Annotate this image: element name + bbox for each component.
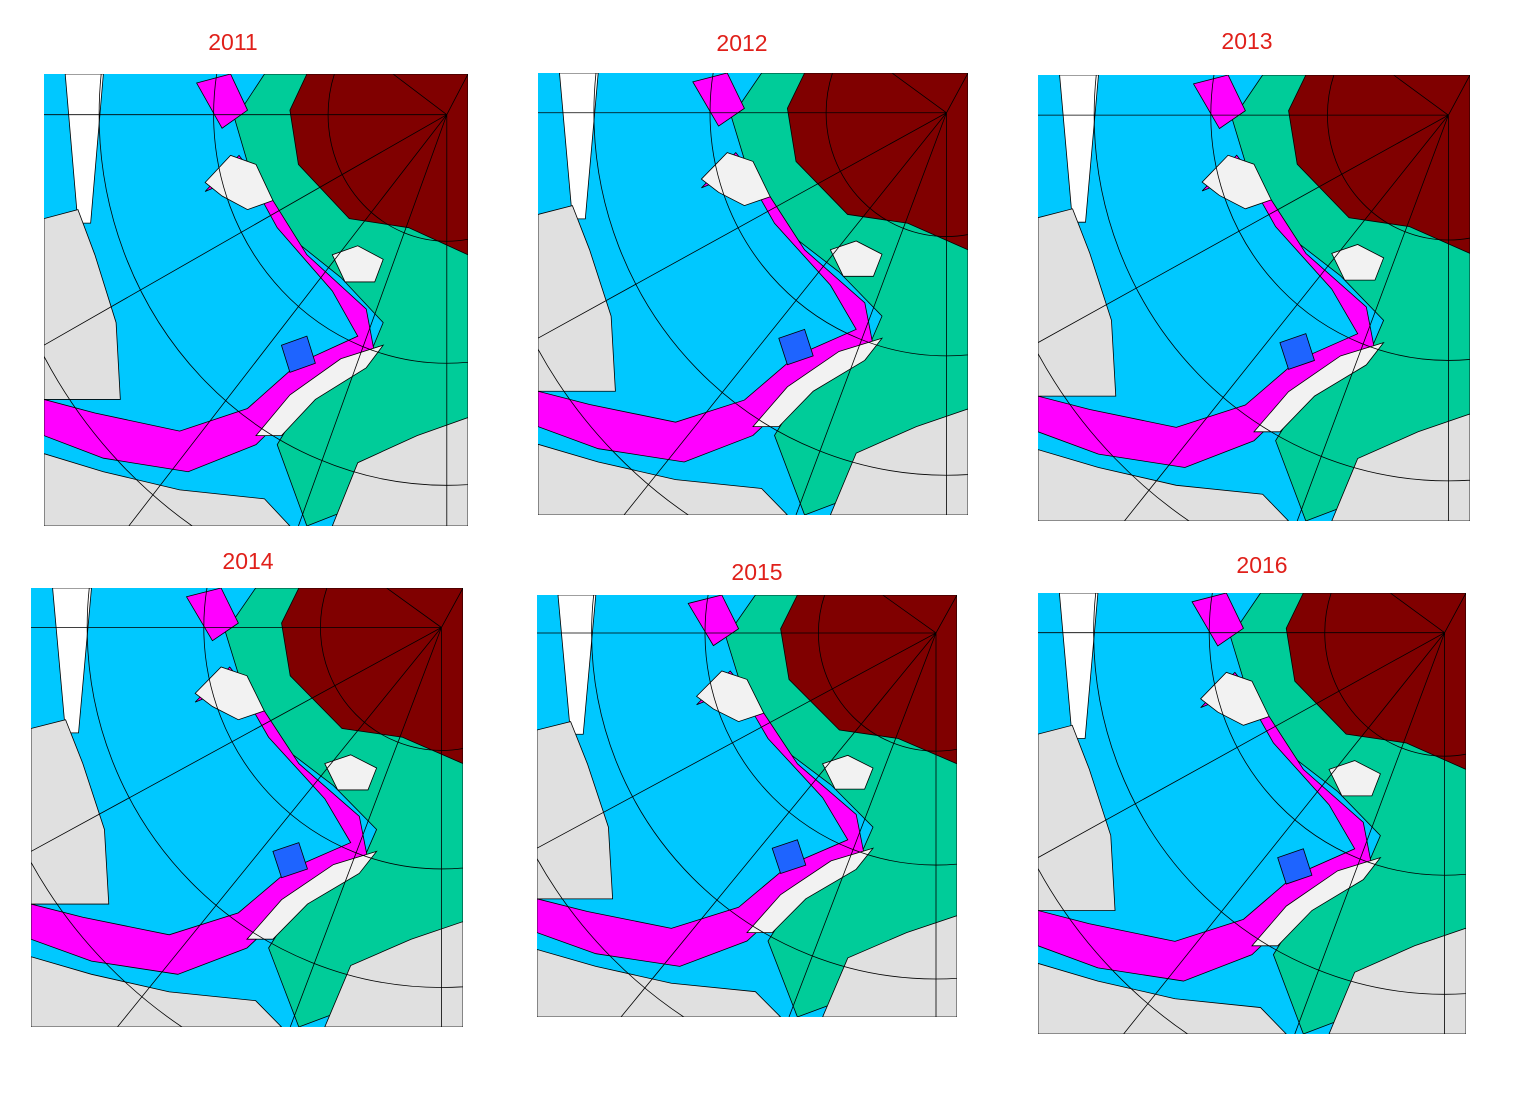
panel-title: 2015 xyxy=(731,559,782,585)
panel: 2013 xyxy=(1038,28,1470,521)
panel: 2011 xyxy=(44,29,468,526)
panel: 2012 xyxy=(538,30,968,515)
panel: 2016 xyxy=(1038,552,1466,1034)
ice-map xyxy=(1038,75,1470,521)
panel: 2014 xyxy=(31,548,463,1027)
panel-title: 2012 xyxy=(716,30,767,56)
panel-title: 2016 xyxy=(1236,552,1287,578)
panel-title: 2013 xyxy=(1221,28,1272,54)
panel-title: 2014 xyxy=(222,548,273,574)
panel-title: 2011 xyxy=(208,29,257,55)
panel: 2015 xyxy=(537,559,957,1017)
